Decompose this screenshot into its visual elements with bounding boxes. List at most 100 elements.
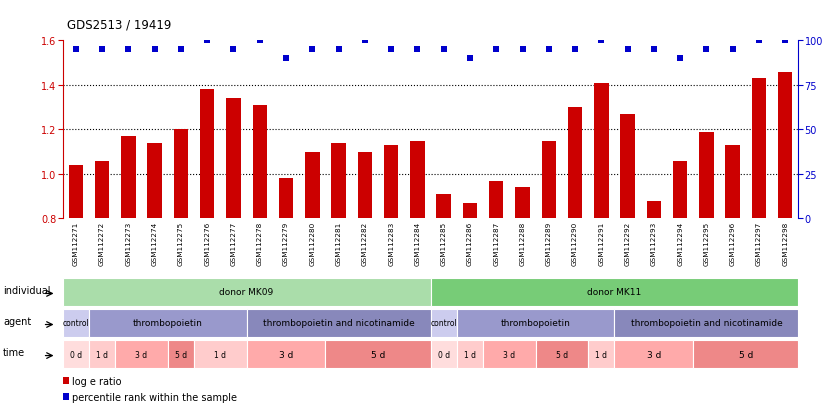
Bar [436,195,451,219]
Text: control: control [63,319,89,328]
Point [490,47,503,53]
Point [463,56,477,62]
Bar [227,99,241,219]
Bar [456,309,614,337]
Bar [200,90,214,219]
Text: log e ratio: log e ratio [72,375,121,386]
Bar [620,114,635,219]
Point [358,38,371,45]
Bar [462,203,477,219]
Bar [431,278,798,306]
Bar [121,137,135,219]
Bar [589,340,614,368]
Bar [247,309,431,337]
Bar [247,340,325,368]
Bar [614,340,693,368]
Bar [63,278,431,306]
Point [279,56,293,62]
Point [542,47,555,53]
Text: GDS2513 / 19419: GDS2513 / 19419 [67,19,171,31]
Bar [568,108,582,219]
Point [122,47,135,53]
Text: 5 d: 5 d [371,350,385,358]
Point [95,47,109,53]
Text: control: control [431,319,457,328]
Bar [63,340,89,368]
Point [778,38,792,45]
Text: agent: agent [3,317,32,327]
Text: thrombopoietin and nicotinamide: thrombopoietin and nicotinamide [263,319,415,328]
Bar [431,309,456,337]
Text: 3 d: 3 d [503,350,516,358]
Text: 1 d: 1 d [595,350,607,358]
Point [594,38,608,45]
Text: 5 d: 5 d [739,350,753,358]
Point [306,47,319,53]
Point [568,47,582,53]
Bar [194,340,247,368]
Point [148,47,161,53]
Text: individual: individual [3,286,51,296]
Bar [752,79,766,219]
Point [227,47,240,53]
Bar [63,393,69,401]
Bar [536,340,589,368]
Point [700,47,713,53]
Text: thrombopoietin and nicotinamide: thrombopoietin and nicotinamide [630,319,782,328]
Point [69,47,83,53]
Text: donor MK09: donor MK09 [220,288,273,297]
Text: 0 d: 0 d [437,350,450,358]
Text: thrombopoietin: thrombopoietin [501,319,571,328]
Text: thrombopoietin: thrombopoietin [133,319,203,328]
Bar [305,152,319,219]
Point [752,38,766,45]
Point [410,47,424,53]
Text: 3 d: 3 d [647,350,661,358]
Bar [778,72,793,219]
Bar [483,340,536,368]
Bar [115,340,168,368]
Bar [89,340,115,368]
Bar [69,166,83,219]
Bar [699,132,714,219]
Bar [325,340,431,368]
Text: 1 d: 1 d [464,350,476,358]
Bar [489,181,503,219]
Point [674,56,687,62]
Point [174,47,187,53]
Text: 1 d: 1 d [214,350,227,358]
Bar [331,143,346,219]
Point [385,47,398,53]
Bar [726,146,740,219]
Point [332,47,345,53]
Bar [94,161,110,219]
Text: time: time [3,348,25,358]
Bar [594,83,609,219]
Point [437,47,451,53]
Bar [147,143,162,219]
Bar [542,141,556,219]
Point [621,47,635,53]
Point [647,47,660,53]
Bar [673,161,687,219]
Point [516,47,529,53]
Point [201,38,214,45]
Text: 3 d: 3 d [279,350,293,358]
Bar [63,309,89,337]
Text: 0 d: 0 d [69,350,82,358]
Bar [515,188,530,219]
Text: 3 d: 3 d [135,350,148,358]
Text: donor MK11: donor MK11 [588,288,641,297]
Text: 1 d: 1 d [96,350,108,358]
Bar [431,340,456,368]
Bar [693,340,798,368]
Point [726,47,739,53]
Bar [647,201,661,219]
Text: 5 d: 5 d [175,350,187,358]
Bar [384,146,398,219]
Bar [456,340,483,368]
Text: percentile rank within the sample: percentile rank within the sample [72,392,237,402]
Text: 5 d: 5 d [556,350,568,358]
Bar [278,179,293,219]
Bar [168,340,194,368]
